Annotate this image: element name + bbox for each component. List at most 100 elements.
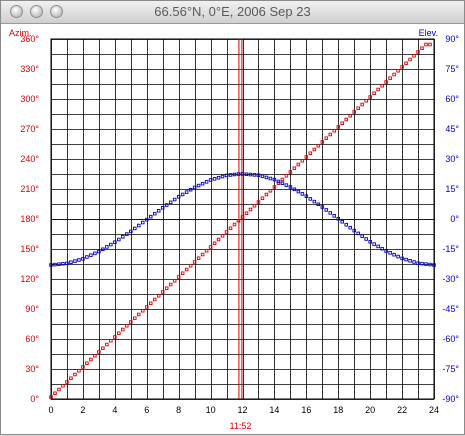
azimuth-tick-label: 90°: [25, 304, 39, 314]
azimuth-point: [268, 188, 273, 193]
elevation-point: [396, 254, 400, 259]
elevation-point: [89, 253, 93, 257]
window-title: 66.56°N, 0°E, 2006 Sep 23: [154, 4, 311, 19]
azimuth-point: [212, 241, 217, 245]
zoom-window-button[interactable]: [50, 5, 63, 18]
azimuth-point: [188, 264, 193, 268]
azimuth-point: [125, 324, 129, 328]
hour-tick-label: 18: [333, 405, 343, 415]
azimuth-point: [260, 196, 265, 200]
elevation-point: [296, 189, 301, 194]
azimuth-tick-label: 330°: [20, 64, 39, 74]
title-bar: 66.56°N, 0°E, 2006 Sep 23: [1, 1, 464, 24]
azimuth-point: [408, 57, 412, 62]
minimize-window-button[interactable]: [30, 5, 43, 18]
azimuth-point: [288, 170, 293, 174]
azimuth-point: [328, 132, 333, 137]
elevation-point: [61, 262, 65, 266]
elevation-point: [380, 246, 384, 251]
azimuth-point: [73, 372, 77, 377]
elevation-point: [304, 194, 309, 198]
elevation-point: [105, 245, 109, 249]
elevation-point: [196, 183, 201, 188]
elevation-point: [316, 202, 321, 207]
azimuth-point: [384, 80, 388, 84]
elevation-point: [93, 251, 97, 256]
hour-tick-label: 2: [80, 405, 85, 415]
elevation-tick-label: -90°: [442, 394, 459, 404]
azimuth-point: [105, 342, 109, 347]
hour-tick-label: 14: [269, 405, 279, 415]
elevation-point: [264, 175, 269, 180]
azimuth-point: [296, 162, 301, 167]
elevation-point: [336, 217, 341, 221]
azimuth-point: [200, 252, 205, 257]
elevation-point: [280, 181, 285, 186]
azimuth-point: [109, 339, 113, 343]
elevation-point: [49, 263, 53, 267]
azimuth-point: [156, 294, 161, 298]
azimuth-point: [244, 211, 249, 215]
azimuth-point: [148, 301, 153, 306]
elevation-point: [352, 228, 356, 233]
elevation-point: [332, 214, 337, 218]
azimuth-point: [252, 203, 257, 208]
elevation-point: [412, 260, 416, 264]
azimuth-point: [65, 380, 69, 384]
elevation-point: [180, 192, 185, 197]
elevation-point: [416, 261, 420, 265]
elevation-point: [388, 251, 392, 255]
hour-axis-ticks: 0 2 4 6 8 10 12 14 16 18 20 22 24: [48, 405, 439, 415]
elevation-point: [188, 187, 193, 192]
azimuth-point: [352, 110, 356, 114]
azimuth-point: [356, 106, 360, 110]
azimuth-point: [300, 158, 305, 163]
azimuth-point: [392, 72, 396, 77]
elevation-axis-label: Elev.: [419, 28, 438, 38]
close-window-button[interactable]: [10, 5, 23, 18]
azimuth-point: [53, 391, 57, 396]
azimuth-point: [280, 177, 285, 182]
elevation-point: [328, 211, 333, 215]
elevation-point: [360, 234, 364, 238]
elevation-tick-label: 45°: [445, 124, 459, 134]
elevation-point: [312, 199, 317, 204]
azimuth-point: [49, 395, 53, 399]
elevation-point: [133, 226, 137, 231]
hour-tick-label: 16: [301, 405, 311, 415]
elevation-point: [368, 240, 372, 244]
azimuth-point: [340, 121, 344, 125]
elevation-point: [220, 174, 225, 179]
azimuth-point: [332, 128, 337, 133]
elevation-tick-label: 60°: [445, 94, 459, 104]
azimuth-point: [276, 181, 281, 185]
azimuth-point: [85, 361, 89, 366]
azimuth-point: [312, 147, 317, 152]
hour-tick-label: 4: [112, 405, 117, 415]
marker-time-label: 11:52: [229, 421, 251, 431]
azimuth-point: [89, 357, 93, 362]
elevation-point: [356, 231, 360, 236]
azimuth-point: [304, 155, 309, 159]
azimuth-tick-label: 120°: [20, 274, 39, 284]
azimuth-point: [121, 327, 125, 332]
azimuth-point: [420, 46, 424, 51]
elevation-point: [216, 175, 221, 180]
elevation-tick-label: -15°: [442, 244, 459, 254]
azimuth-point: [376, 87, 380, 92]
elevation-point: [53, 262, 57, 267]
elevation-point: [240, 172, 245, 176]
azimuth-point: [81, 365, 85, 369]
azimuth-point: [236, 218, 241, 223]
elevation-point: [324, 208, 329, 212]
elevation-tick-label: 75°: [445, 64, 459, 74]
azimuth-point: [324, 136, 329, 140]
elevation-point: [148, 214, 153, 219]
elevation-point: [77, 258, 81, 262]
azimuth-point: [160, 290, 165, 294]
azimuth-point: [176, 275, 181, 279]
azimuth-point: [172, 279, 177, 283]
azimuth-point: [232, 222, 237, 227]
elevation-point: [288, 185, 293, 189]
